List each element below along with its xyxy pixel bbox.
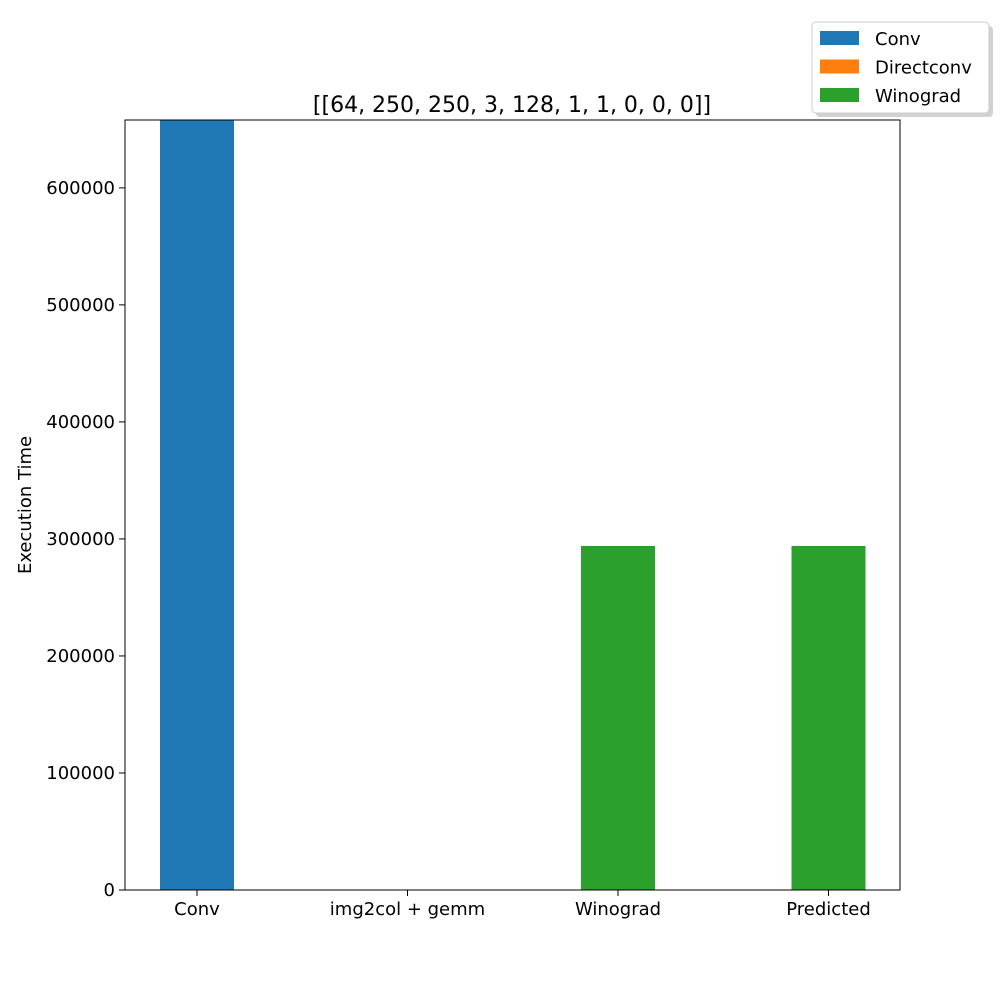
- bar-winograd: [581, 545, 655, 890]
- y-tick-label: 100000: [46, 763, 115, 784]
- legend: Conv Directconv Winograd: [811, 21, 993, 117]
- y-tick-label: 500000: [46, 295, 115, 316]
- legend-label-directconv: Directconv: [875, 58, 972, 79]
- chart-title: [[64, 250, 250, 3, 128, 1, 1, 0, 0, 0]]: [313, 93, 711, 118]
- legend-label-conv: Conv: [875, 29, 921, 50]
- x-tick-label: img2col + gemm: [330, 899, 485, 920]
- y-axis-label: Execution Time: [15, 436, 36, 574]
- bar-conv: [160, 120, 234, 890]
- bar-predicted: [791, 545, 866, 890]
- y-tick-label: 0: [104, 880, 115, 901]
- legend-swatch-conv: [820, 31, 859, 45]
- y-tick-label: 400000: [46, 412, 115, 433]
- y-tick-label: 200000: [46, 646, 115, 667]
- x-tick-label: Winograd: [575, 899, 661, 920]
- legend-swatch-directconv: [820, 59, 859, 74]
- legend-label-winograd: Winograd: [875, 86, 961, 107]
- x-tick-label: Conv: [174, 899, 220, 920]
- bars-layer: [160, 120, 866, 890]
- legend-swatch-winograd: [820, 88, 859, 102]
- y-tick-label: 600000: [46, 178, 115, 199]
- y-axis: 0 100000 200000 300000 400000 500000 600000: [46, 178, 125, 901]
- y-tick-label: 300000: [46, 529, 115, 550]
- x-axis: Conv img2col + gemm Winograd Predicted: [174, 890, 871, 920]
- plot-frame: [124, 119, 901, 891]
- x-tick-label: Predicted: [786, 899, 871, 920]
